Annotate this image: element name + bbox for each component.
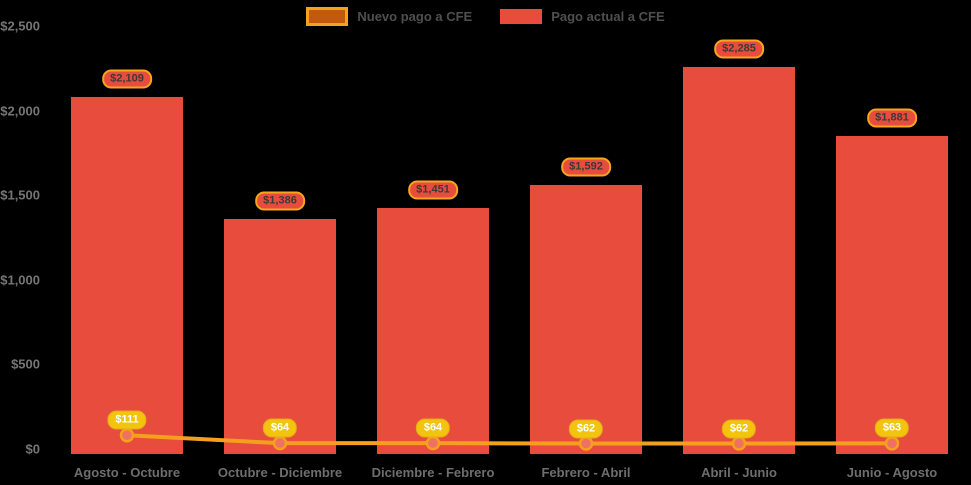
line-value-pill: $62 <box>721 419 757 438</box>
y-axis-tick-label: $1,000 <box>0 272 40 288</box>
line-marker[interactable] <box>272 435 288 451</box>
bar-2[interactable] <box>224 219 336 454</box>
x-axis-category-label: Junio - Agosto <box>846 465 938 480</box>
bar-5[interactable] <box>683 67 795 454</box>
line-marker[interactable] <box>119 427 135 443</box>
line-value-pill: $111 <box>107 410 147 430</box>
line-marker[interactable] <box>731 436 747 451</box>
line-marker[interactable] <box>578 436 594 451</box>
y-axis-tick-label: $0 <box>25 441 40 457</box>
legend: Nuevo pago a CFE Pago actual a CFE <box>0 7 971 26</box>
bar-4[interactable] <box>530 184 642 454</box>
x-axis-category-label: Diciembre - Febrero <box>371 465 495 480</box>
bar-value-pill: $1,386 <box>255 191 305 211</box>
x-axis-category-label: Octubre - Diciembre <box>217 465 343 480</box>
legend-item-nuevo-pago[interactable]: Nuevo pago a CFE <box>306 7 472 26</box>
bar-value-pill: $1,451 <box>408 180 458 200</box>
legend-label: Pago actual a CFE <box>551 9 665 24</box>
bar-value-pill: $1,592 <box>561 157 611 177</box>
x-axis-category-label: Febrero - Abril <box>541 465 631 480</box>
y-axis-tick-label: $500 <box>11 356 40 372</box>
line-series-swatch-icon <box>306 7 349 26</box>
bar-6[interactable] <box>836 135 948 454</box>
line-value-pill: $63 <box>874 418 910 438</box>
line-marker[interactable] <box>425 435 441 451</box>
bar-1[interactable] <box>71 97 183 454</box>
line-value-pill: $64 <box>262 418 298 438</box>
trend-line <box>125 433 894 446</box>
y-axis-tick-label: $1,500 <box>0 187 40 203</box>
bar-series-swatch-icon <box>500 9 543 24</box>
x-axis-category-label: Agosto - Octubre <box>73 465 181 480</box>
line-value-pill: $62 <box>568 419 604 438</box>
bar-value-pill: $1,881 <box>867 108 917 128</box>
x-axis-category-label: Abril - Junio <box>701 465 777 480</box>
bar-value-pill: $2,109 <box>102 69 152 89</box>
line-marker[interactable] <box>884 436 900 451</box>
bar-3[interactable] <box>377 208 489 454</box>
legend-item-pago-actual[interactable]: Pago actual a CFE <box>500 9 665 24</box>
y-axis-tick-label: $2,000 <box>0 103 40 119</box>
line-value-pill: $64 <box>415 418 451 438</box>
legend-label: Nuevo pago a CFE <box>357 9 473 24</box>
bar-value-pill: $2,285 <box>714 39 764 59</box>
y-axis-tick-label: $2,500 <box>0 18 40 34</box>
